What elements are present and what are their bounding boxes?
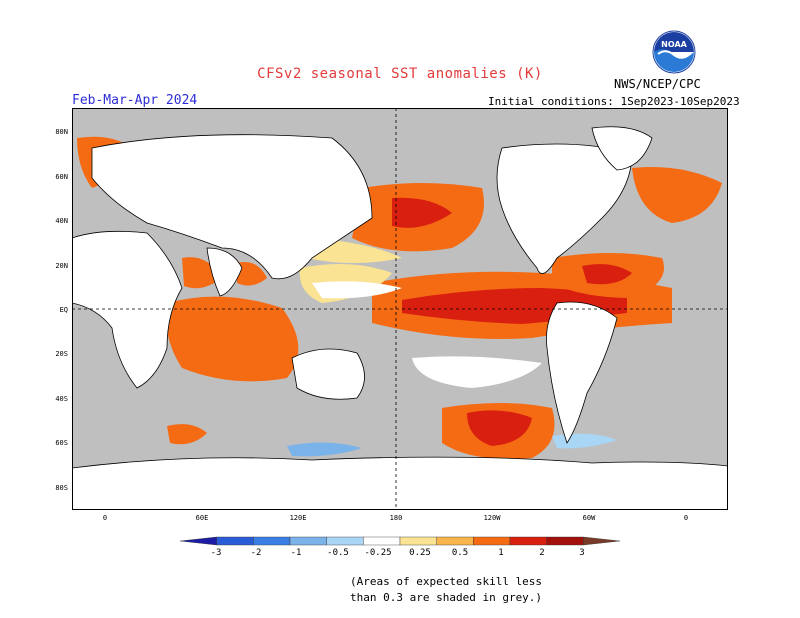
chart-title: CFSv2 seasonal SST anomalies (K) xyxy=(257,66,543,82)
colorbar-swatch xyxy=(216,536,254,546)
land-south-america xyxy=(546,301,618,444)
anomaly-natl-core xyxy=(582,264,632,285)
lat-label: 40S xyxy=(55,395,68,403)
land-masses xyxy=(72,126,728,510)
colorbar-swatch xyxy=(326,536,364,546)
colorbar-swatch xyxy=(473,536,511,546)
lon-label: 180 xyxy=(389,514,403,522)
land-africa xyxy=(72,230,183,389)
land-india xyxy=(206,247,243,297)
lon-label: 120W xyxy=(483,514,501,522)
lat-label: 60N xyxy=(55,173,68,181)
lat-label: 80N xyxy=(55,128,68,136)
anomaly-npac-core xyxy=(392,197,452,228)
land-antarctica xyxy=(72,456,728,510)
skill-note-line2: than 0.3 are shaded in grey.) xyxy=(350,591,543,604)
colorbar-swatch xyxy=(546,536,584,546)
colorbar-swatch xyxy=(583,536,621,546)
lat-label: 40N xyxy=(55,217,68,225)
lon-label: 60E xyxy=(195,514,209,522)
noaa-logo: NOAA xyxy=(652,30,696,74)
lon-label: 60W xyxy=(582,514,596,522)
lon-label: 120E xyxy=(289,514,307,522)
lat-label: 80S xyxy=(55,484,68,492)
colorbar-label: 3 xyxy=(579,548,585,558)
colorbar-swatch xyxy=(399,536,437,546)
land-europe-asia xyxy=(91,134,373,280)
colorbar-swatch xyxy=(509,536,547,546)
noaa-logo-text: NOAA xyxy=(661,40,687,49)
map-frame xyxy=(72,108,728,510)
anomaly-bay-bengal xyxy=(237,262,267,286)
anomaly-southern-ocean-blue xyxy=(287,442,362,457)
colorbar-label: -3 xyxy=(210,548,222,558)
colorbar-swatch xyxy=(363,536,401,546)
colorbar-label: -0.5 xyxy=(327,548,349,558)
anomaly-regions xyxy=(77,136,722,459)
initial-conditions-label: Initial conditions: 1Sep2023-10Sep2023 xyxy=(488,95,740,108)
agency-label: NWS/NCEP/CPC xyxy=(614,77,701,91)
land-greenland xyxy=(591,126,653,171)
lon-label: 0 xyxy=(102,514,108,522)
anomaly-arabian-sea xyxy=(182,257,222,289)
colorbar-label: 0.5 xyxy=(451,548,469,558)
colorbar-swatch xyxy=(436,536,474,546)
anomaly-spac-light xyxy=(412,356,542,388)
lat-label: 60S xyxy=(55,439,68,447)
colorbar-label: 2 xyxy=(539,548,545,558)
colorbar-label: -1 xyxy=(290,548,302,558)
colorbar-label: 0.25 xyxy=(409,548,431,558)
anomaly-natl-north xyxy=(632,167,722,223)
colorbar-swatch xyxy=(253,536,291,546)
colorbar-label: -0.25 xyxy=(364,548,392,558)
anomaly-sh-south-atl xyxy=(167,424,207,445)
anomaly-indian-ocean xyxy=(166,296,299,382)
anomaly-spac-core xyxy=(467,410,532,446)
colorbar-label: -2 xyxy=(250,548,262,558)
skill-note-line1: (Areas of expected skill less xyxy=(350,575,543,588)
lat-label: 20N xyxy=(55,262,68,270)
colorbar-swatch xyxy=(179,536,217,546)
anomaly-eq-white xyxy=(312,281,402,299)
lat-label: EQ xyxy=(59,306,68,314)
lon-label: 0 xyxy=(683,514,689,522)
lat-label: 20S xyxy=(55,350,68,358)
sst-anomaly-map xyxy=(72,108,728,510)
colorbar-swatches xyxy=(179,536,621,546)
land-australia xyxy=(291,348,365,400)
colorbar-swatch xyxy=(289,536,327,546)
season-label: Feb-Mar-Apr 2024 xyxy=(72,93,198,108)
colorbar xyxy=(179,536,621,546)
colorbar-label: 1 xyxy=(498,548,504,558)
